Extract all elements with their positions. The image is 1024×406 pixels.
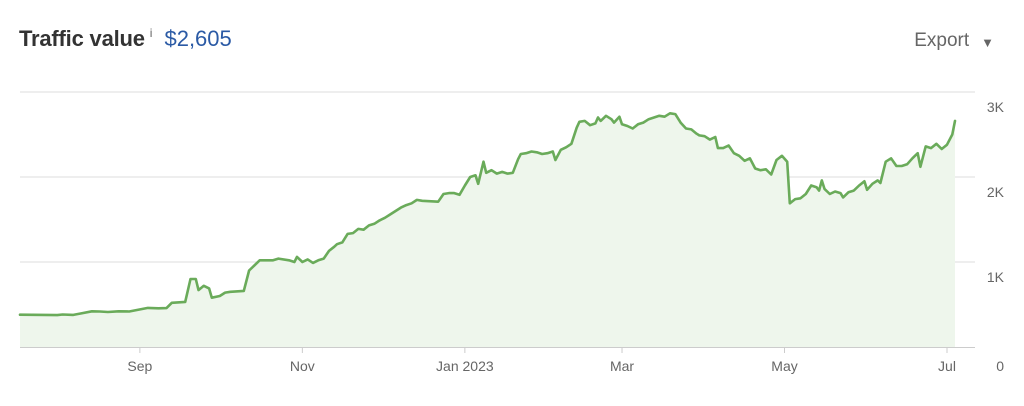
y-tick-label-1: 1K	[987, 269, 1005, 285]
chart-title: Traffic value	[19, 26, 145, 51]
y-tick-label-3: 3K	[987, 99, 1005, 115]
y-tick-label-2: 2K	[987, 184, 1005, 200]
y-tick-label-0: 0	[996, 358, 1004, 374]
x-tick-label-5: Jul	[938, 358, 956, 374]
x-tick-label-0: Sep	[127, 358, 152, 374]
export-label: Export	[914, 30, 970, 51]
traffic-value: $2,605	[164, 26, 232, 51]
x-tick-label-3: Mar	[610, 358, 634, 374]
caret-down-icon: ▼	[981, 34, 994, 50]
x-tick-label-4: May	[771, 358, 797, 374]
x-tick-label-1: Nov	[290, 358, 315, 374]
series-line	[18, 112, 957, 317]
x-tick-label-2: Jan 2023	[436, 358, 494, 374]
chart-header: Traffic value i $2,605	[19, 26, 232, 60]
export-button[interactable]: Export ▼	[914, 30, 994, 52]
info-icon[interactable]: i	[149, 26, 153, 40]
series-area	[20, 113, 955, 347]
